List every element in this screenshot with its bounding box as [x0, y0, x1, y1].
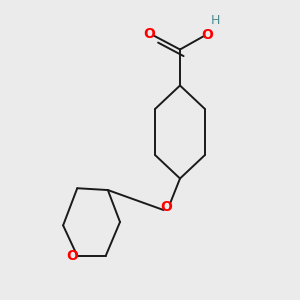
Text: O: O: [160, 200, 172, 214]
Text: H: H: [211, 14, 220, 27]
Text: O: O: [143, 28, 155, 41]
Text: O: O: [202, 28, 214, 42]
Text: O: O: [66, 249, 78, 263]
